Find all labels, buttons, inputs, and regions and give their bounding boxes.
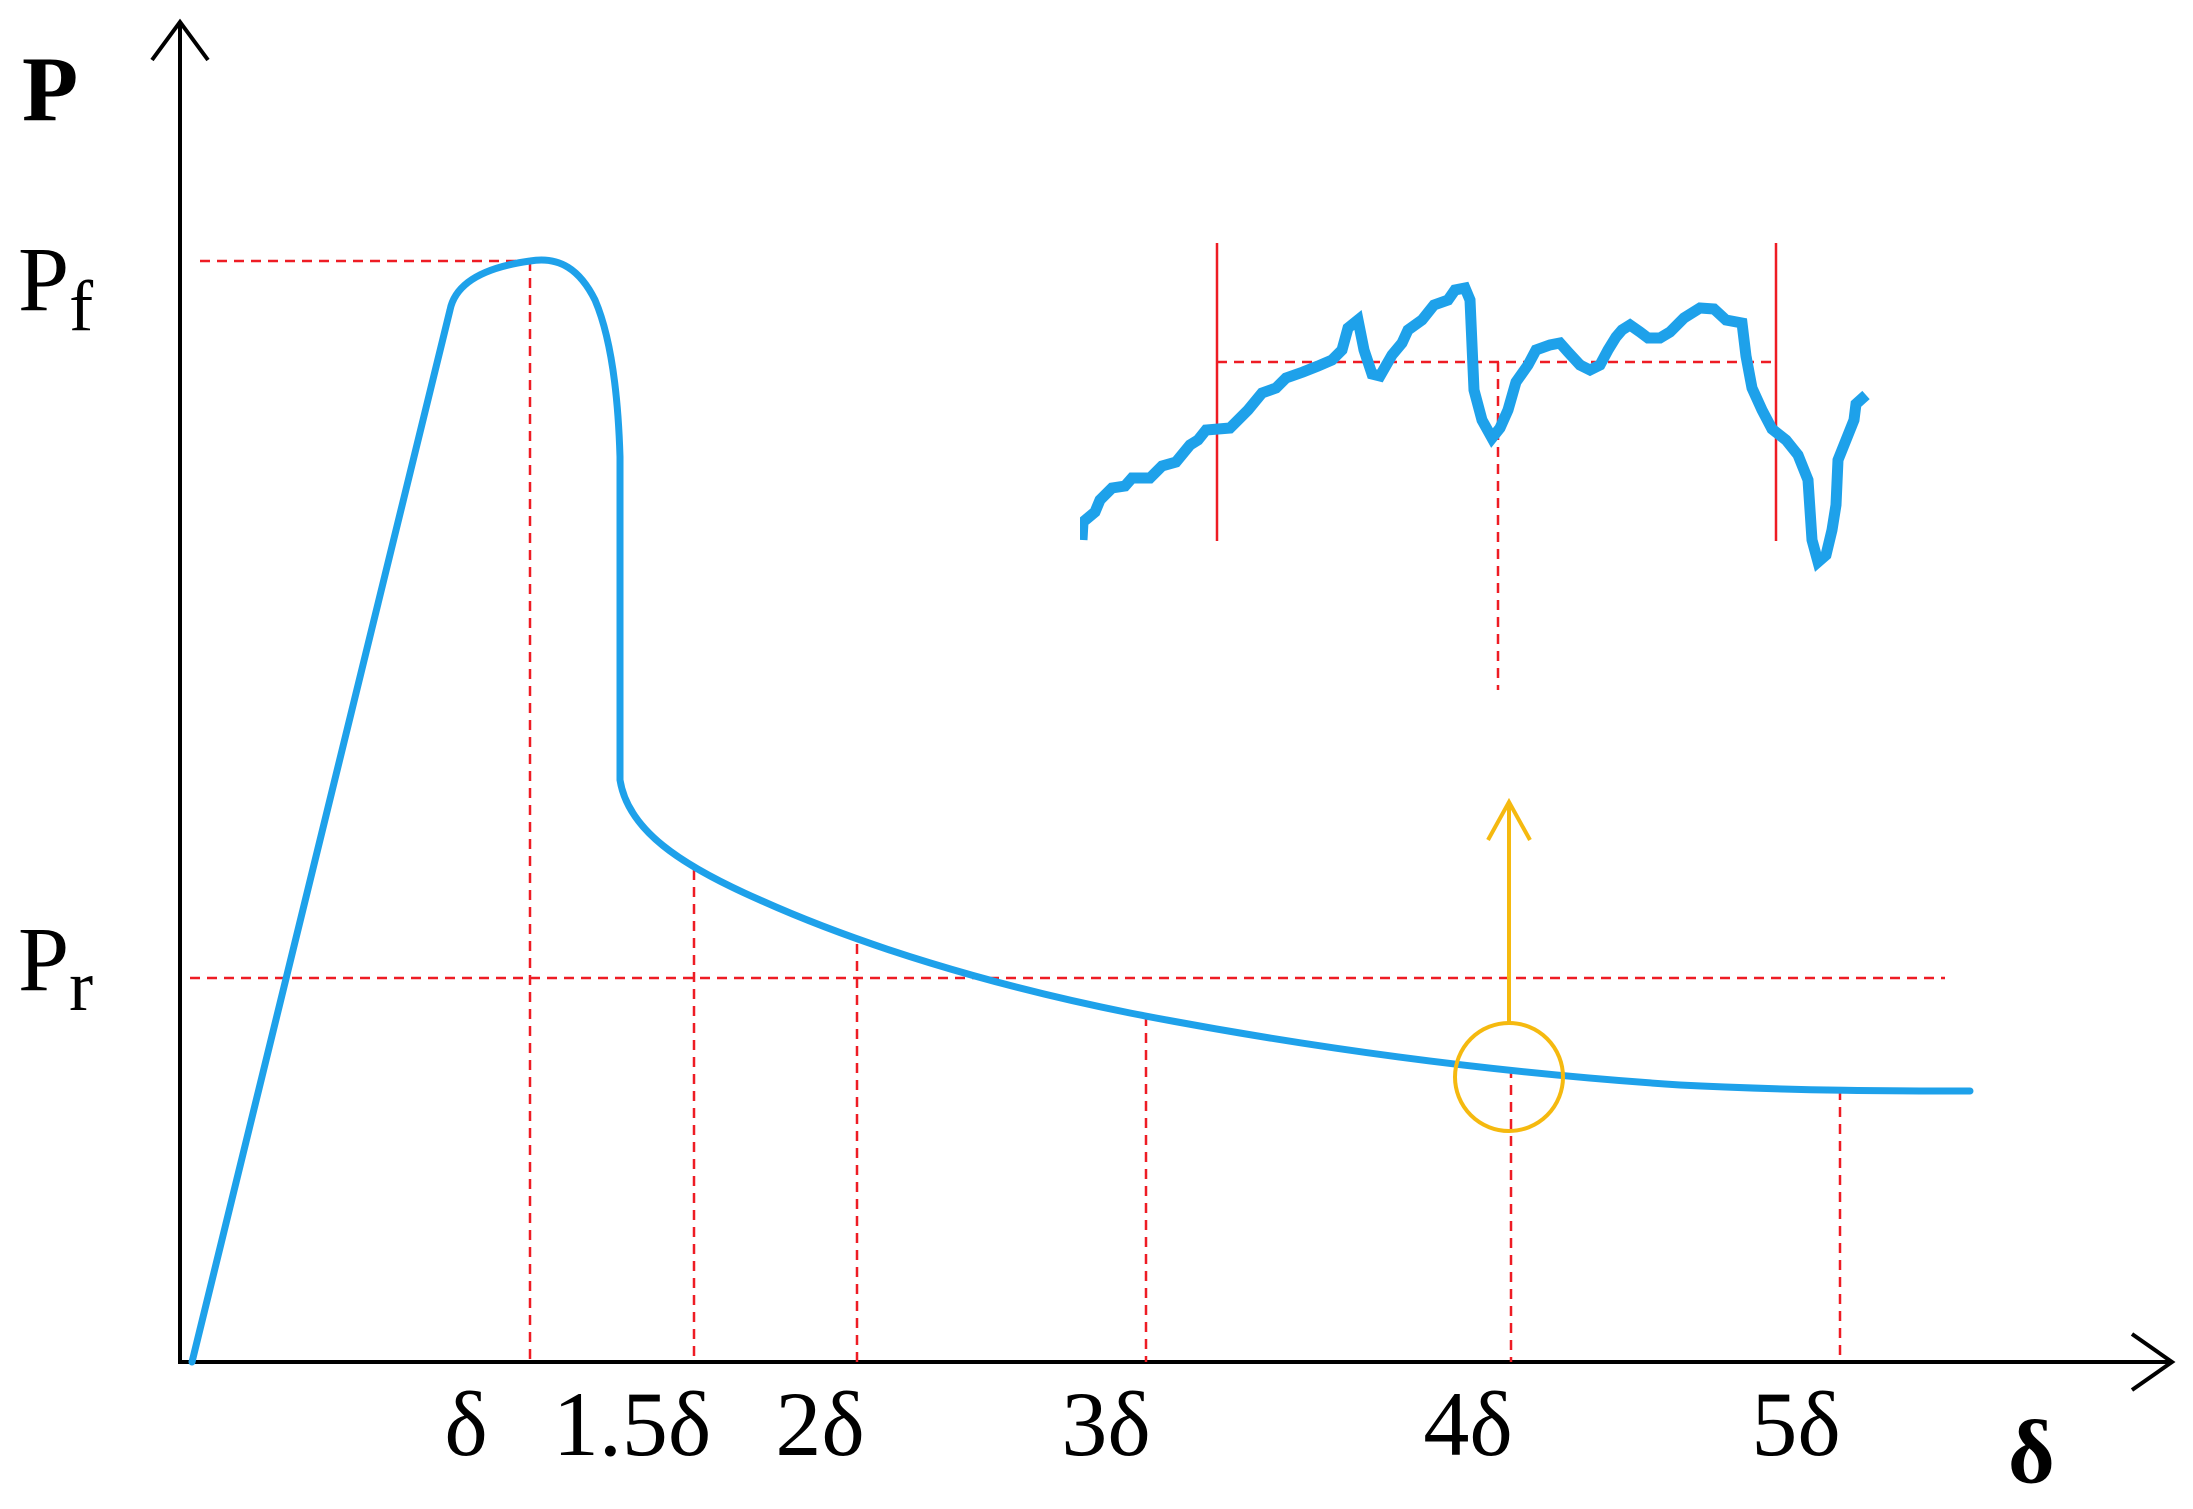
- x-tick-label: 5δ: [1751, 1373, 1840, 1475]
- y-axis-label: P: [22, 38, 78, 140]
- x-tick-label: δ: [444, 1373, 487, 1475]
- pr-tick-base: P: [18, 908, 69, 1010]
- x-tick-label: 1.5δ: [553, 1373, 711, 1475]
- pr-tick-label: Pr: [18, 908, 93, 1026]
- highlight-group: [1453, 797, 1565, 1133]
- y-axis-arrow-icon: [150, 18, 210, 62]
- arrow-up-icon: [1486, 797, 1532, 841]
- pf-tick-base: P: [18, 228, 69, 330]
- x-tick-label: 4δ: [1423, 1373, 1512, 1475]
- inset-detail-curve: [1080, 281, 1870, 572]
- x-tick-label: 2δ: [775, 1373, 864, 1475]
- x-tick-labels: δ 1.5δ 2δ 3δ 4δ 5δ: [444, 1373, 1840, 1475]
- x-axis-label: δ: [2008, 1403, 2055, 1502]
- inset-boundaries: [1215, 243, 1778, 541]
- x-tick-label: 3δ: [1061, 1373, 1150, 1475]
- guide-lines: [190, 259, 1945, 1362]
- x-axis-arrow-icon: [2130, 1332, 2176, 1392]
- pr-tick-sub: r: [69, 946, 93, 1026]
- pf-tick-sub: f: [69, 266, 93, 346]
- pf-tick-label: Pf: [18, 228, 93, 346]
- load-displacement-curve: [188, 256, 1974, 1366]
- axes: [150, 18, 2176, 1392]
